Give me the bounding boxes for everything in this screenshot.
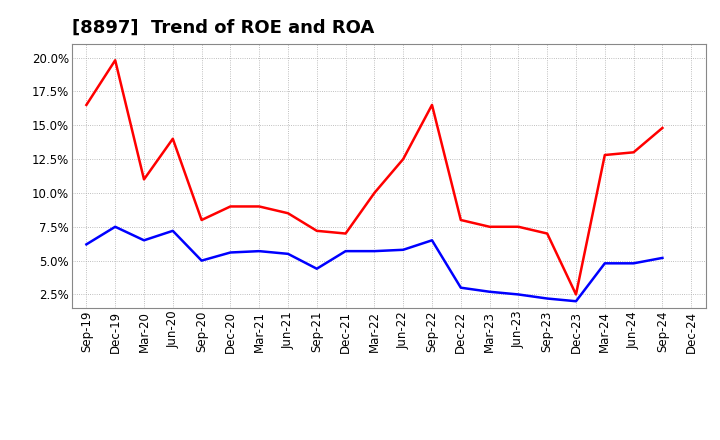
ROE [514, 224, 523, 229]
ROE [197, 217, 206, 223]
ROE [226, 204, 235, 209]
ROA [226, 250, 235, 255]
ROA [399, 247, 408, 253]
ROA [168, 228, 177, 234]
ROE [456, 217, 465, 223]
ROE [284, 211, 292, 216]
ROE [600, 152, 609, 158]
ROA [658, 255, 667, 260]
ROA [370, 249, 379, 254]
ROA [312, 266, 321, 271]
ROE [140, 177, 148, 182]
ROE [111, 58, 120, 63]
ROE [543, 231, 552, 236]
ROA [255, 249, 264, 254]
ROE [341, 231, 350, 236]
ROA [82, 242, 91, 247]
ROA [629, 260, 638, 266]
ROE [255, 204, 264, 209]
ROA [284, 251, 292, 257]
ROE [82, 102, 91, 107]
ROA [485, 289, 494, 294]
ROE [312, 228, 321, 234]
ROE [168, 136, 177, 141]
ROE [572, 292, 580, 297]
ROA [428, 238, 436, 243]
ROA [514, 292, 523, 297]
ROE [428, 102, 436, 107]
ROA [600, 260, 609, 266]
ROA [197, 258, 206, 263]
ROA [111, 224, 120, 229]
ROE [658, 125, 667, 131]
Line: ROA: ROA [86, 227, 662, 301]
ROA [543, 296, 552, 301]
ROE [399, 157, 408, 162]
ROE [629, 150, 638, 155]
ROA [572, 299, 580, 304]
ROE [485, 224, 494, 229]
ROA [140, 238, 148, 243]
ROE [370, 190, 379, 195]
ROA [456, 285, 465, 290]
Line: ROE: ROE [86, 60, 662, 294]
ROA [341, 249, 350, 254]
Text: [8897]  Trend of ROE and ROA: [8897] Trend of ROE and ROA [72, 19, 374, 37]
